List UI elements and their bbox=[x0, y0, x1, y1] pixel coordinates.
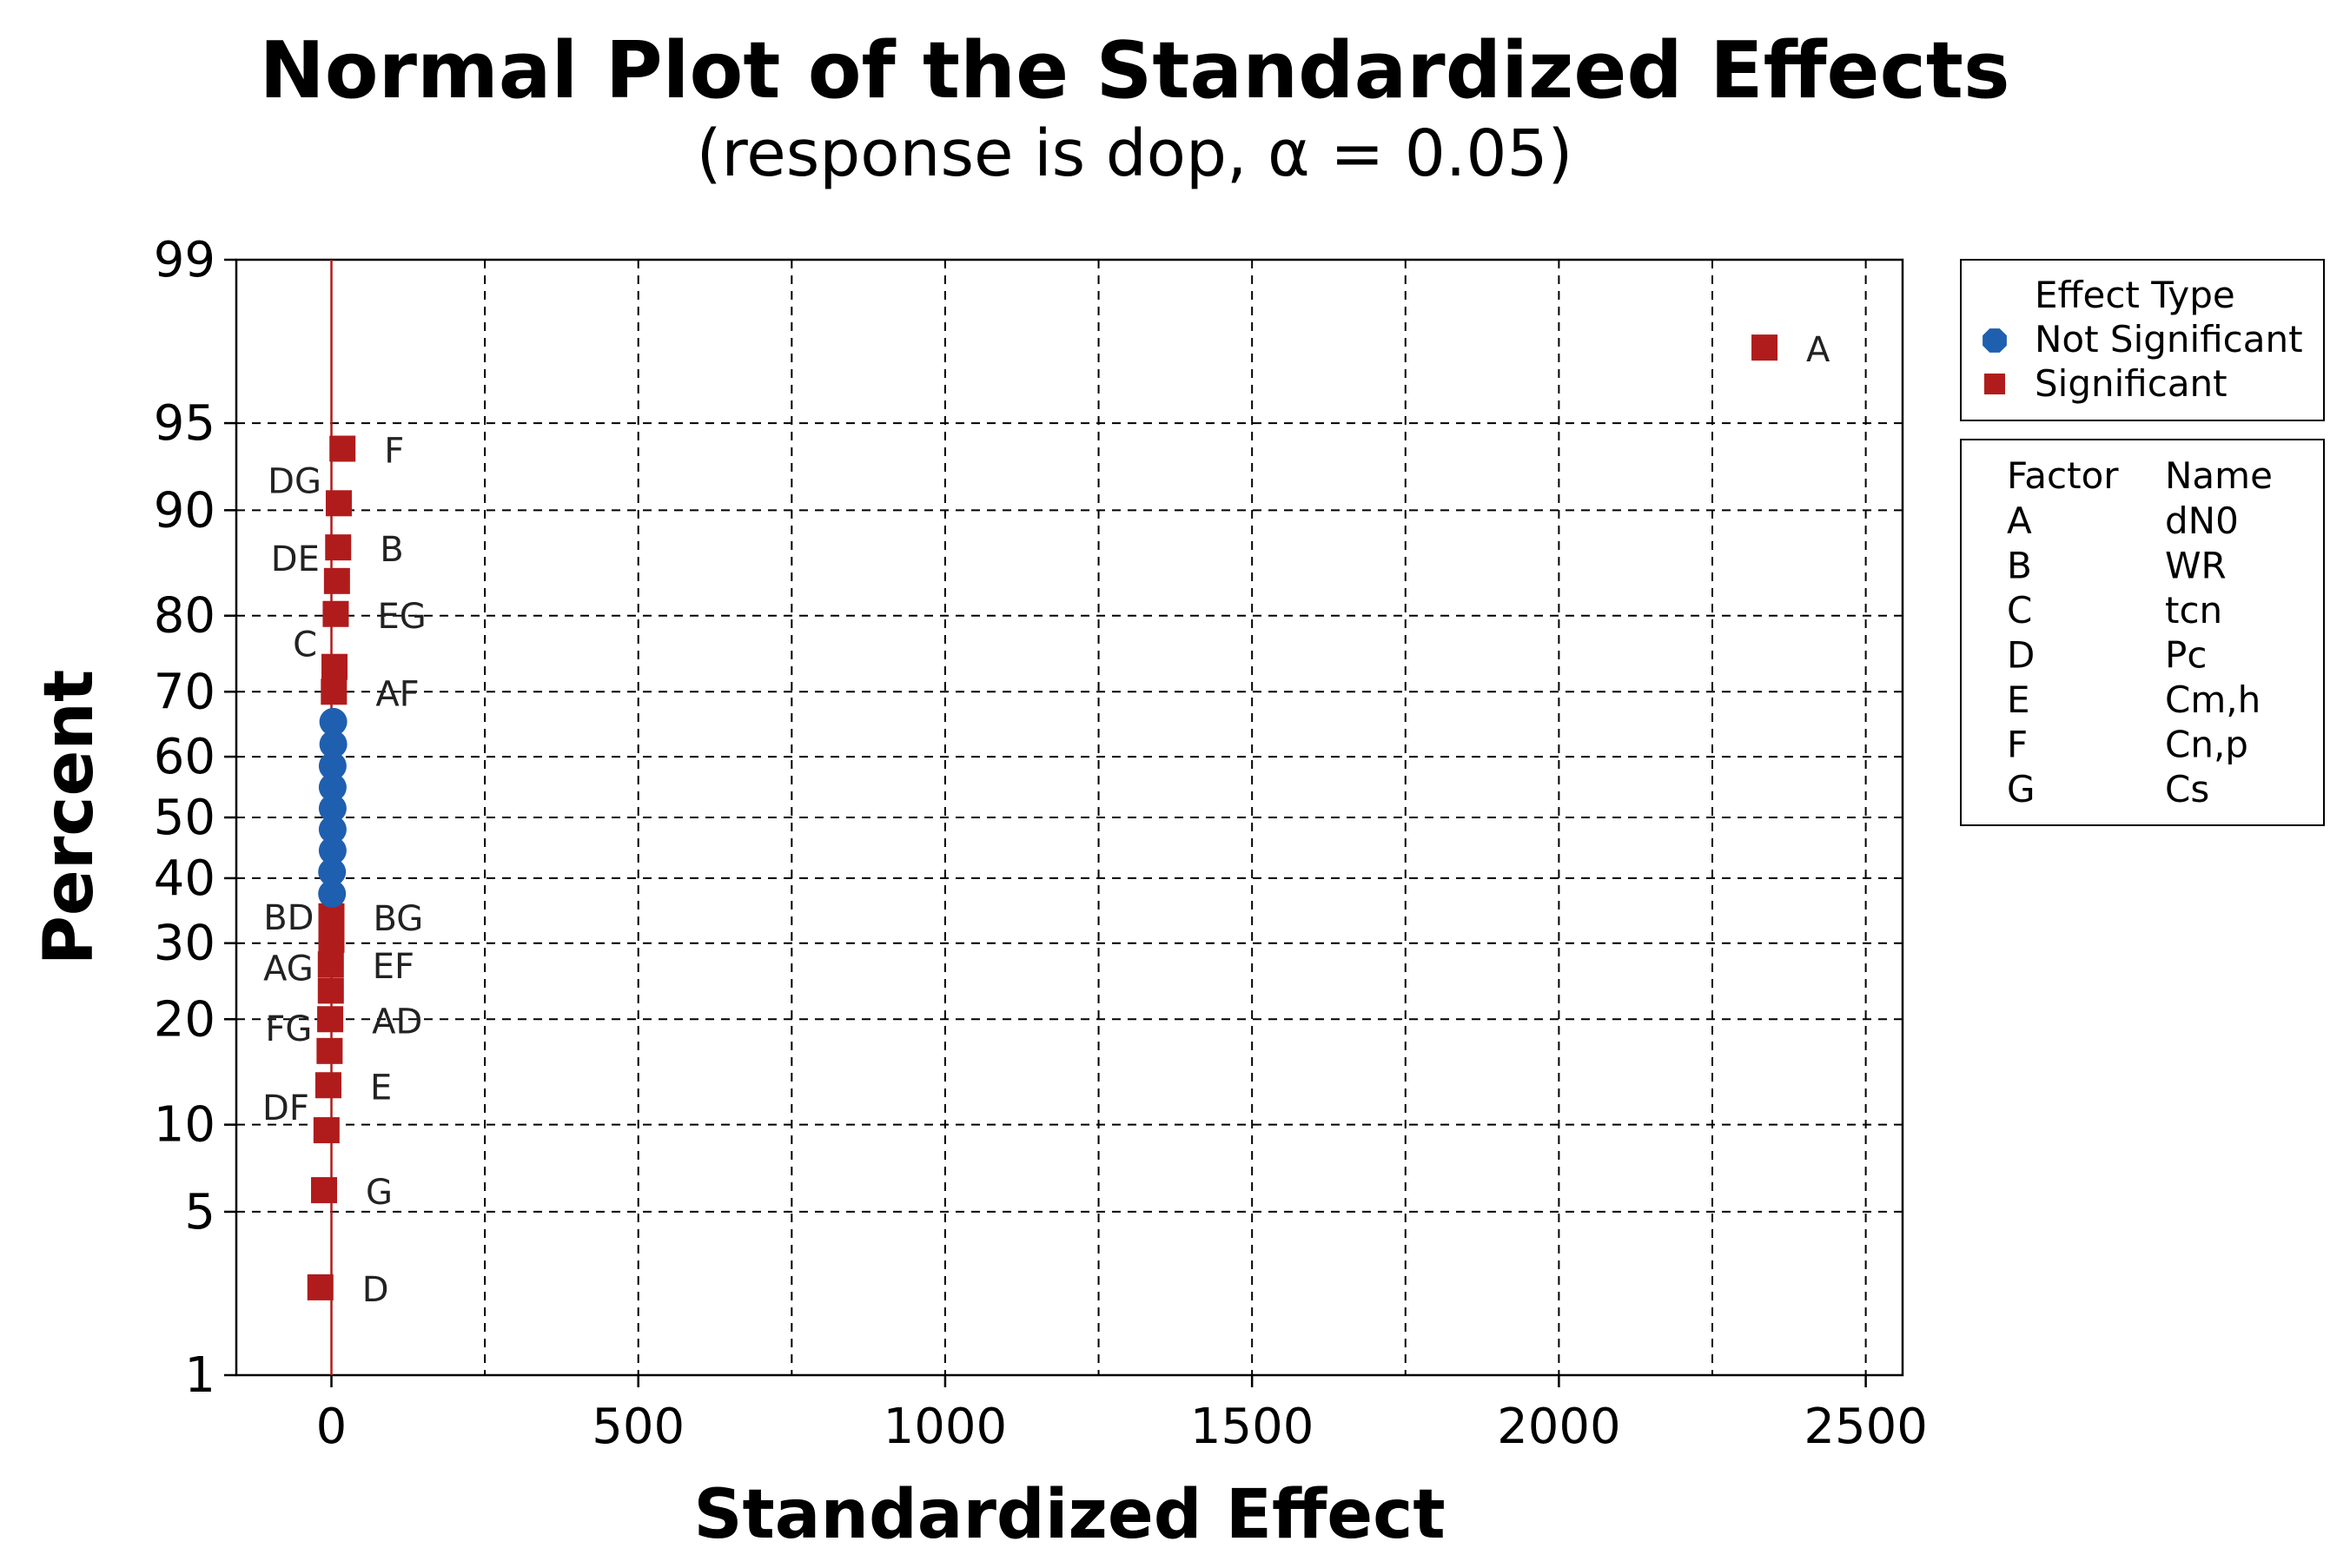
y-tick-label: 99 bbox=[154, 232, 215, 288]
factor-code: A bbox=[2007, 500, 2032, 542]
factor-name: Cm,h bbox=[2165, 678, 2261, 721]
point-label: F bbox=[384, 432, 404, 472]
factor-code: D bbox=[2007, 634, 2035, 677]
significant-point bbox=[321, 653, 348, 680]
x-tick-label: 2500 bbox=[1804, 1399, 1928, 1455]
significant-point bbox=[318, 926, 345, 953]
legend-significant-marker bbox=[1984, 374, 2005, 394]
significant-point bbox=[311, 1177, 338, 1204]
significant-point bbox=[325, 534, 352, 561]
grid-lines bbox=[236, 260, 1903, 1375]
legend: Effect Type Not Significant Significant bbox=[1960, 259, 2325, 421]
y-tick-label: 40 bbox=[154, 850, 215, 907]
point-label: AF bbox=[375, 674, 419, 714]
y-tick-label: 20 bbox=[154, 991, 215, 1048]
significant-point bbox=[316, 1037, 343, 1064]
legend-not-significant-label: Not Significant bbox=[2035, 318, 2303, 361]
point-label: DF bbox=[262, 1088, 309, 1128]
factor-code: E bbox=[2007, 678, 2030, 721]
not-significant-point bbox=[319, 730, 348, 758]
significant-point bbox=[322, 600, 349, 627]
significant-point bbox=[325, 490, 352, 517]
not-significant-point bbox=[318, 794, 347, 823]
point-label: EF bbox=[373, 947, 414, 987]
factor-table-header-name: Name bbox=[2165, 454, 2273, 497]
point-label: DE bbox=[271, 539, 320, 579]
y-axis-label: Percent bbox=[30, 670, 109, 966]
significant-point bbox=[317, 1006, 344, 1033]
factor-name: WR bbox=[2165, 545, 2227, 587]
chart-subtitle: (response is dop, α = 0.05) bbox=[697, 116, 1573, 191]
point-label: A bbox=[1806, 330, 1830, 370]
factor-code: F bbox=[2007, 724, 2028, 766]
y-tick-label: 80 bbox=[154, 588, 215, 645]
y-tick-label: 90 bbox=[154, 482, 215, 539]
factor-name: tcn bbox=[2165, 589, 2222, 632]
legend-title: Effect Type bbox=[2035, 274, 2235, 316]
point-label: D bbox=[362, 1270, 389, 1310]
factor-code: C bbox=[2007, 589, 2032, 632]
point-label: EG bbox=[377, 597, 426, 637]
y-tick-label: 1 bbox=[184, 1347, 215, 1404]
factor-name: dN0 bbox=[2165, 500, 2239, 542]
x-tick-label: 1000 bbox=[884, 1399, 1008, 1455]
y-tick-label: 95 bbox=[154, 395, 215, 452]
significant-point bbox=[323, 567, 350, 594]
factor-code: B bbox=[2007, 545, 2032, 587]
x-axis-label: Standardized Effect bbox=[693, 1476, 1445, 1554]
factor-table-box bbox=[1960, 439, 2325, 826]
point-label: BD bbox=[263, 898, 314, 938]
not-significant-point bbox=[319, 707, 348, 736]
chart-title: Normal Plot of the Standardized Effects bbox=[259, 25, 2009, 116]
factor-table-header-factor: Factor bbox=[2007, 454, 2119, 497]
x-tick-label: 500 bbox=[592, 1399, 685, 1455]
y-tick-label: 30 bbox=[154, 916, 215, 972]
y-tick-label: 5 bbox=[184, 1184, 215, 1241]
x-tick-label: 0 bbox=[316, 1399, 348, 1455]
factor-name: Cn,p bbox=[2165, 724, 2248, 766]
point-label: BG bbox=[373, 899, 423, 939]
point-label: E bbox=[370, 1068, 392, 1108]
not-significant-point bbox=[318, 815, 347, 844]
factor-name: Pc bbox=[2165, 634, 2207, 677]
point-label: DG bbox=[268, 461, 321, 501]
legend-box bbox=[1960, 259, 2325, 421]
significant-point bbox=[329, 435, 356, 462]
y-tick-label: 50 bbox=[154, 790, 215, 846]
y-tick-label: 70 bbox=[154, 664, 215, 720]
significant-point bbox=[317, 977, 344, 1004]
point-label: G bbox=[366, 1173, 393, 1213]
significant-point bbox=[313, 1117, 340, 1144]
significant-point bbox=[317, 951, 344, 978]
point-label: B bbox=[380, 530, 403, 570]
legend-not-significant-marker bbox=[1983, 328, 2007, 353]
not-significant-point bbox=[318, 751, 347, 780]
not-significant-point bbox=[318, 857, 347, 886]
y-tick-label: 10 bbox=[154, 1097, 215, 1154]
point-label: C bbox=[293, 625, 317, 665]
not-significant-point bbox=[318, 879, 347, 908]
not-significant-point bbox=[318, 773, 347, 802]
not-significant-point bbox=[318, 837, 347, 865]
data-points bbox=[307, 334, 1778, 1300]
legend-significant-label: Significant bbox=[2035, 362, 2228, 405]
point-label: AD bbox=[372, 1002, 422, 1042]
x-tick-label: 1500 bbox=[1190, 1399, 1314, 1455]
significant-point bbox=[321, 678, 348, 705]
point-label: AG bbox=[263, 949, 314, 989]
factor-name: Cs bbox=[2165, 768, 2209, 810]
significant-point bbox=[314, 1072, 341, 1099]
factor-code: G bbox=[2007, 768, 2036, 810]
significant-point bbox=[307, 1274, 334, 1300]
y-tick-label: 60 bbox=[154, 729, 215, 785]
x-tick-label: 2000 bbox=[1497, 1399, 1621, 1455]
point-label: FG bbox=[265, 1009, 312, 1049]
significant-point bbox=[1751, 334, 1778, 361]
